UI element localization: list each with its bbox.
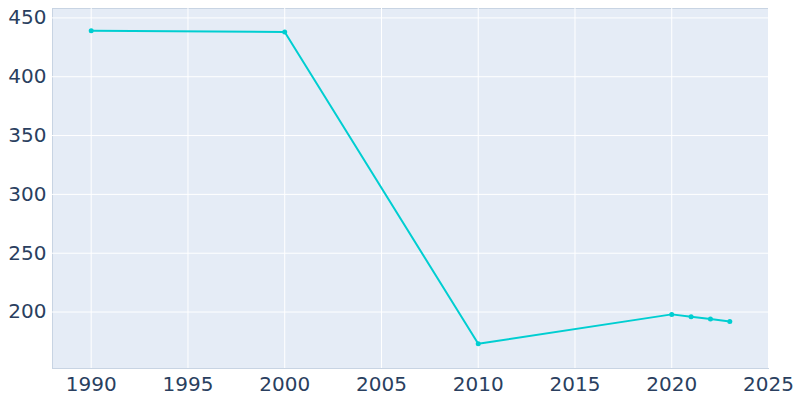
svg-text:2020: 2020 [646, 372, 697, 396]
svg-text:2025: 2025 [743, 372, 794, 396]
svg-text:2005: 2005 [356, 372, 407, 396]
svg-text:2010: 2010 [453, 372, 504, 396]
svg-text:1990: 1990 [66, 372, 117, 396]
svg-text:450: 450 [8, 5, 46, 29]
svg-text:2015: 2015 [550, 372, 601, 396]
svg-text:400: 400 [8, 64, 46, 88]
svg-text:300: 300 [8, 182, 46, 206]
svg-text:250: 250 [8, 241, 46, 265]
svg-text:350: 350 [8, 123, 46, 147]
svg-text:2000: 2000 [259, 372, 310, 396]
svg-text:200: 200 [8, 299, 46, 323]
svg-text:1995: 1995 [163, 372, 214, 396]
